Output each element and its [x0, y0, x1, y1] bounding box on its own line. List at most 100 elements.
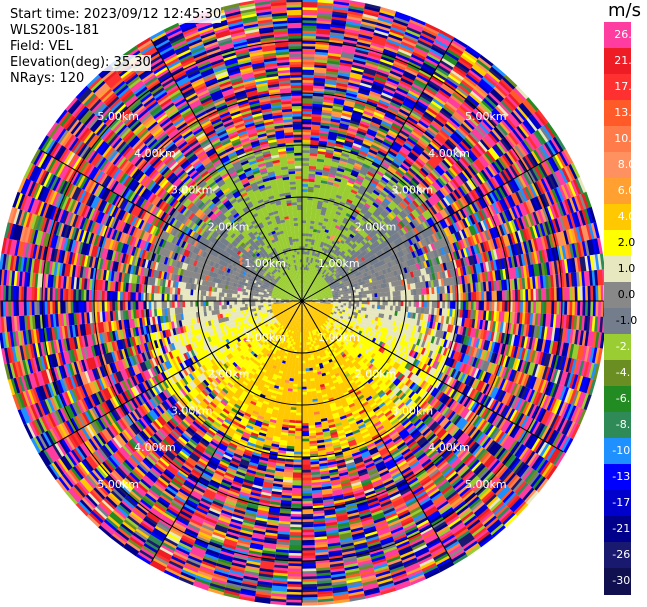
velocity-cell	[310, 268, 313, 272]
velocity-cell	[312, 231, 317, 235]
velocity-cell	[377, 16, 393, 25]
velocity-cell	[420, 32, 436, 42]
velocity-cell	[429, 77, 443, 88]
velocity-cell	[309, 150, 318, 154]
velocity-cell	[337, 130, 348, 136]
velocity-cell	[302, 290, 304, 294]
velocity-cell	[347, 129, 357, 136]
velocity-cell	[439, 59, 454, 70]
velocity-cell	[332, 102, 344, 108]
velocity-cell	[350, 69, 364, 75]
velocity-cell	[332, 5, 349, 11]
velocity-cell	[425, 55, 440, 65]
velocity-cell	[329, 36, 344, 42]
velocity-cell	[330, 115, 341, 121]
velocity-cell	[329, 34, 344, 40]
velocity-cell	[303, 290, 305, 294]
velocity-cell	[302, 246, 305, 250]
velocity-cell	[304, 285, 307, 289]
velocity-cell	[357, 155, 366, 161]
velocity-cell	[357, 92, 369, 99]
velocity-cell	[333, 201, 340, 207]
velocity-cell	[334, 224, 340, 230]
velocity-cell	[307, 278, 310, 282]
velocity-cell	[381, 120, 392, 128]
velocity-cell	[302, 220, 307, 224]
velocity-cell	[331, 18, 347, 24]
velocity-cell	[364, 64, 378, 71]
velocity-cell	[305, 225, 310, 229]
velocity-cell	[302, 261, 305, 265]
velocity-cell	[302, 48, 316, 52]
velocity-cell	[308, 176, 316, 180]
velocity-cell	[416, 73, 430, 83]
velocity-cell	[305, 269, 307, 273]
velocity-cell	[365, 133, 376, 140]
velocity-cell	[339, 157, 348, 163]
velocity-cell	[302, 235, 306, 239]
velocity-cell	[372, 113, 384, 121]
velocity-cell	[339, 61, 353, 67]
velocity-cell	[363, 192, 371, 199]
velocity-cell	[336, 82, 348, 88]
velocity-cell	[382, 140, 392, 148]
velocity-cell	[348, 5, 365, 12]
velocity-cell	[372, 189, 381, 196]
velocity-cell	[311, 276, 314, 281]
velocity-cell	[399, 43, 415, 52]
velocity-cell	[391, 122, 403, 130]
velocity-cell	[309, 251, 313, 256]
velocity-cell	[381, 143, 391, 151]
velocity-cell	[422, 27, 438, 37]
velocity-cell	[435, 66, 450, 77]
velocity-cell	[386, 77, 400, 85]
velocity-cell	[356, 43, 371, 50]
velocity-cell	[376, 21, 392, 29]
velocity-cell	[302, 201, 308, 205]
velocity-cell	[302, 147, 310, 151]
velocity-cell	[336, 208, 343, 214]
velocity-cell	[395, 55, 409, 64]
velocity-cell	[365, 188, 373, 195]
velocity-cell	[302, 181, 309, 185]
velocity-cell	[304, 290, 306, 294]
velocity-cell	[414, 78, 427, 88]
velocity-cell	[345, 137, 355, 143]
velocity-cell	[327, 52, 342, 57]
velocity-cell	[307, 272, 310, 276]
velocity-cell	[375, 154, 385, 162]
velocity-cell	[372, 159, 382, 166]
velocity-cell	[362, 112, 373, 119]
velocity-cell	[374, 29, 389, 37]
velocity-cell	[325, 75, 338, 81]
velocity-cell	[345, 92, 358, 98]
velocity-cell	[360, 23, 376, 30]
velocity-cell	[303, 269, 306, 273]
velocity-cell	[317, 0, 334, 4]
velocity-cell	[353, 220, 359, 226]
velocity-cell	[411, 82, 425, 92]
velocity-cell	[340, 54, 354, 60]
velocity-cell	[362, 204, 370, 211]
velocity-cell	[382, 158, 392, 166]
velocity-cell	[355, 99, 367, 106]
velocity-cell	[437, 64, 451, 75]
velocity-cell	[431, 43, 447, 54]
velocity-cell	[345, 230, 352, 236]
velocity-cell	[408, 89, 421, 99]
velocity-cell	[342, 107, 354, 113]
velocity-cell	[426, 82, 440, 92]
velocity-cell	[421, 29, 437, 40]
velocity-cell	[362, 13, 379, 20]
velocity-cell	[335, 172, 344, 178]
velocity-cell	[308, 267, 311, 271]
velocity-cell	[307, 243, 311, 248]
velocity-cell	[351, 147, 360, 153]
velocity-cell	[379, 145, 390, 153]
velocity-cell	[355, 177, 364, 183]
velocity-cell	[307, 280, 310, 284]
velocity-cell	[305, 288, 307, 292]
velocity-cell	[424, 57, 439, 67]
velocity-cell	[332, 8, 348, 14]
velocity-cell	[338, 217, 344, 223]
